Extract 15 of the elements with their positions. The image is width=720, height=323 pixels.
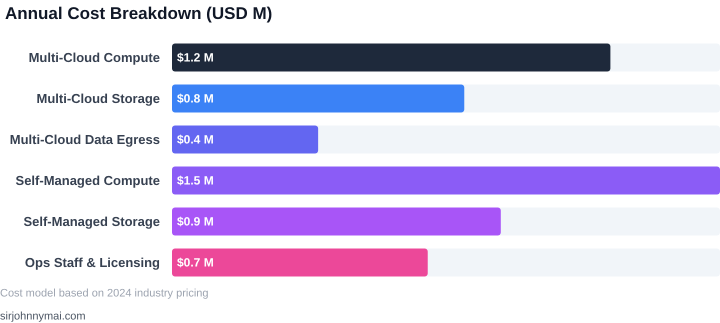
text: Cost model based on 2024 industry pricing <box>0 288 209 300</box>
data-label: $1.5 M <box>177 174 214 188</box>
y-tick-label: Multi-Cloud Data Egress <box>10 132 160 147</box>
data-label: $1.2 M <box>177 50 214 64</box>
data-label: $0.9 M <box>177 214 214 228</box>
y-tick-label: Self-Managed Compute <box>16 173 160 188</box>
y-tick-label: Self-Managed Storage <box>23 214 160 229</box>
y-tick-label: Multi-Cloud Storage <box>36 91 160 106</box>
y-tick-label: Multi-Cloud Compute <box>28 50 160 65</box>
data-label: $0.7 M <box>177 256 214 270</box>
data-label: $0.4 M <box>177 132 214 146</box>
text: sirjohnnymai.com <box>0 310 86 322</box>
chart-title: Annual Cost Breakdown (USD M) <box>5 4 272 23</box>
data-label: $0.8 M <box>177 92 214 106</box>
y-tick-label: Ops Staff & Licensing <box>24 255 160 270</box>
